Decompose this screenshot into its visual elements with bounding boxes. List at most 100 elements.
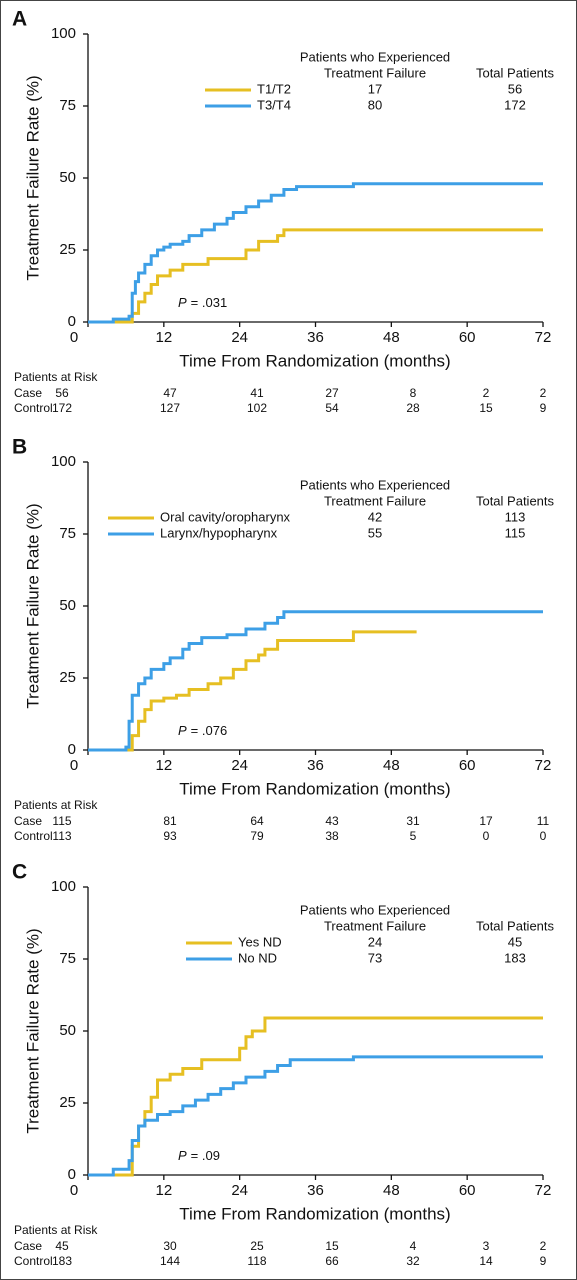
y-tick-label: 50 <box>59 597 76 614</box>
risk-value: 25 <box>250 1239 264 1253</box>
legend-header: Patients who Experienced <box>300 477 450 492</box>
risk-value: 79 <box>250 829 264 843</box>
y-tick-label: 75 <box>59 525 76 542</box>
x-tick-label: 36 <box>307 757 324 774</box>
risk-value: 66 <box>325 1254 339 1268</box>
survival-curve <box>88 1055 543 1177</box>
legend-total: 172 <box>504 97 526 112</box>
p-label: P <box>178 1148 187 1163</box>
x-tick-label: 48 <box>383 1182 400 1199</box>
risk-value: 0 <box>540 829 547 843</box>
x-axis-title: Time From Randomization (months) <box>179 779 450 798</box>
p-label: P <box>178 723 187 738</box>
risk-value: 113 <box>52 829 71 843</box>
x-tick-label: 60 <box>459 1182 476 1199</box>
risk-value: 47 <box>163 386 177 400</box>
risk-row-name: Case <box>14 386 42 400</box>
x-tick-label: 36 <box>307 329 324 346</box>
risk-value: 172 <box>52 401 72 415</box>
legend-label: No ND <box>238 950 277 965</box>
risk-value: 27 <box>325 386 339 400</box>
risk-value: 118 <box>247 1254 266 1268</box>
risk-value: 32 <box>406 1254 420 1268</box>
risk-value: 54 <box>325 401 339 415</box>
risk-value: 38 <box>325 829 339 843</box>
risk-value: 2 <box>540 386 547 400</box>
p-text: = .09 <box>191 1148 220 1163</box>
legend-events: 73 <box>368 950 382 965</box>
x-tick-label: 24 <box>231 1182 248 1199</box>
legend-label: Yes ND <box>238 934 282 949</box>
x-tick-label: 12 <box>155 1182 172 1199</box>
risk-value: 127 <box>160 401 180 415</box>
risk-value: 14 <box>479 1254 493 1268</box>
risk-value: 4 <box>410 1239 417 1253</box>
risk-row-name: Case <box>14 1239 42 1253</box>
y-tick-label: 50 <box>59 169 76 186</box>
risk-value: 115 <box>52 814 71 828</box>
risk-row-name: Control <box>14 401 53 415</box>
y-tick-label: 100 <box>51 25 76 42</box>
x-tick-label: 72 <box>535 757 552 774</box>
risk-value: 30 <box>163 1239 177 1253</box>
risk-value: 0 <box>483 829 490 843</box>
risk-value: 56 <box>55 386 69 400</box>
survival-curve <box>88 610 543 752</box>
legend-header: Total Patients <box>476 493 555 508</box>
panel-letter: B <box>12 436 27 459</box>
x-tick-label: 24 <box>231 757 248 774</box>
risk-value: 144 <box>160 1254 180 1268</box>
x-tick-label: 60 <box>459 329 476 346</box>
legend-events: 55 <box>368 525 382 540</box>
x-tick-label: 72 <box>535 329 552 346</box>
legend-total: 45 <box>508 934 522 949</box>
legend-label: T3/T4 <box>257 97 291 112</box>
risk-value: 43 <box>325 814 339 828</box>
y-axis-title: Treatment Failure Rate (%) <box>23 75 42 280</box>
p-value: P = .076 <box>178 723 227 738</box>
legend-header: Patients who Experienced <box>300 902 450 917</box>
legend-header: Treatment Failure <box>324 65 426 80</box>
risk-value: 8 <box>410 386 417 400</box>
y-tick-label: 75 <box>59 950 76 967</box>
legend-events: 17 <box>368 81 382 96</box>
legend-label: Oral cavity/oropharynx <box>160 509 291 524</box>
risk-title: Patients at Risk <box>14 798 98 812</box>
legend-events: 24 <box>368 934 382 949</box>
risk-value: 15 <box>325 1239 339 1253</box>
legend-total: 113 <box>505 509 526 524</box>
risk-value: 5 <box>410 829 417 843</box>
legend-events: 42 <box>368 509 382 524</box>
panel-letter: C <box>12 861 27 884</box>
risk-value: 28 <box>406 401 420 415</box>
x-tick-label: 72 <box>535 1182 552 1199</box>
y-tick-label: 0 <box>68 1166 76 1183</box>
x-tick-label: 48 <box>383 329 400 346</box>
p-label: P <box>178 295 187 310</box>
risk-value: 3 <box>483 1239 490 1253</box>
risk-value: 15 <box>479 401 493 415</box>
legend-total: 183 <box>504 950 526 965</box>
p-value: P = .031 <box>178 295 227 310</box>
y-tick-label: 0 <box>68 313 76 330</box>
legend-header: Treatment Failure <box>324 918 426 933</box>
risk-value: 31 <box>406 814 420 828</box>
risk-value: 183 <box>52 1254 72 1268</box>
risk-value: 9 <box>540 1254 547 1268</box>
survival-curve <box>88 182 543 324</box>
risk-value: 93 <box>163 829 177 843</box>
legend-header: Patients who Experienced <box>300 49 450 64</box>
p-text: = .076 <box>191 723 228 738</box>
risk-row-name: Control <box>14 1254 53 1268</box>
x-axis-title: Time From Randomization (months) <box>179 351 450 370</box>
x-axis-title: Time From Randomization (months) <box>179 1204 450 1223</box>
legend-total: 115 <box>505 525 526 540</box>
x-tick-label: 60 <box>459 757 476 774</box>
x-tick-label: 12 <box>155 329 172 346</box>
risk-row-name: Control <box>14 829 53 843</box>
risk-value: 41 <box>250 386 264 400</box>
risk-value: 2 <box>483 386 490 400</box>
risk-value: 17 <box>479 814 493 828</box>
y-axis-title: Treatment Failure Rate (%) <box>23 503 42 708</box>
x-tick-label: 12 <box>155 757 172 774</box>
